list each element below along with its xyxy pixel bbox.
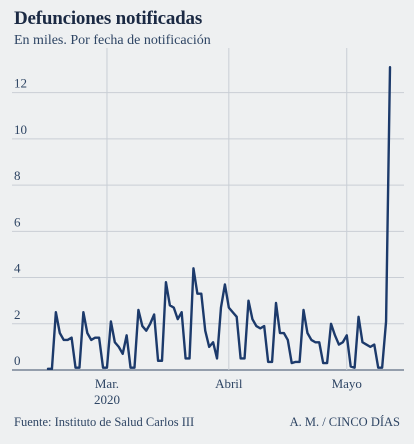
chart-title: Defunciones notificadas <box>14 8 203 29</box>
y-tick-label: 6 <box>14 214 21 229</box>
credit-note: A. M. / CINCO DÍAS <box>289 415 400 429</box>
x-tick-label: Mayo <box>332 376 362 391</box>
source-note: Fuente: Instituto de Salud Carlos III <box>14 415 195 429</box>
y-tick-label: 4 <box>14 261 21 276</box>
series-line <box>46 66 392 371</box>
x-tick-label: Mar. <box>95 376 119 391</box>
y-tick-label: 12 <box>14 76 27 91</box>
y-tick-label: 8 <box>14 168 21 183</box>
y-tick-label: 0 <box>14 353 21 368</box>
y-tick-label: 10 <box>14 122 27 137</box>
x-tick-sublabel: 2020 <box>94 392 120 407</box>
x-tick-label: Abril <box>215 376 243 391</box>
chart-subtitle: En miles. Por fecha de notificación <box>14 33 211 48</box>
y-tick-label: 2 <box>14 307 21 322</box>
